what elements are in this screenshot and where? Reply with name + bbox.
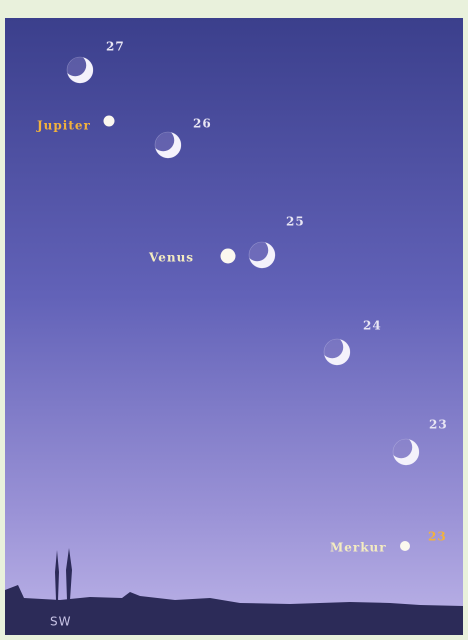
moon-day: 27 (106, 40, 125, 54)
moon-day: 26 (193, 117, 212, 131)
moon-day: 24 (363, 319, 382, 333)
moon-day: 25 (286, 215, 305, 229)
moon (324, 339, 350, 365)
moon (249, 242, 275, 268)
moon (67, 57, 93, 83)
moon (155, 132, 181, 158)
moon (393, 439, 419, 465)
planet-label: Merkur (330, 541, 387, 555)
planet-label: Venus (148, 251, 194, 265)
planet-day: 23 (428, 530, 447, 544)
sky (5, 18, 463, 635)
planet (104, 116, 115, 127)
sky-chart: 27 26 25 24 23 Jupiter Venus Merkur 23 S… (0, 0, 468, 640)
planet-label: Jupiter (36, 119, 91, 133)
moon-day: 23 (429, 418, 448, 432)
direction-label: SW (50, 615, 71, 629)
planet (400, 541, 410, 551)
planet (221, 249, 236, 264)
